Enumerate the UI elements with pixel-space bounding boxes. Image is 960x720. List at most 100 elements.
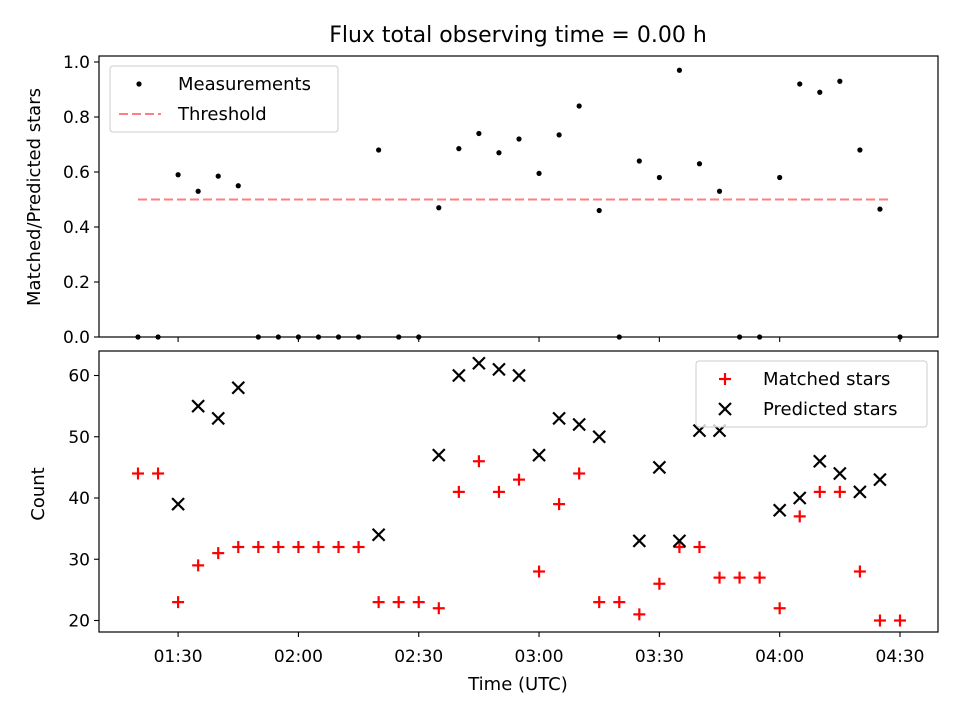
- legend-matched-marker: [719, 373, 731, 385]
- predicted-star-point: [552, 411, 566, 426]
- bottom-y-axis-label: Count: [28, 467, 49, 520]
- measurement-point: [536, 170, 542, 176]
- matched-star-point: [272, 541, 285, 553]
- bottom-y-tick-label: 20: [68, 612, 90, 632]
- bottom-legend: Matched stars Predicted stars: [695, 360, 928, 428]
- predicted-star-point: [171, 497, 185, 511]
- top-y-tick-label: 0.2: [63, 273, 90, 293]
- bottom-y-tick-label: 60: [68, 367, 90, 387]
- top-y-axis-label: Matched/Predicted stars: [24, 88, 45, 306]
- matched-star-point: [432, 602, 445, 615]
- measurement-point: [376, 147, 382, 153]
- matched-star-point: [372, 596, 385, 609]
- matched-star-point: [773, 602, 786, 615]
- predicted-star-point: [813, 454, 827, 469]
- matched-star-point: [132, 467, 144, 480]
- matched-star-point: [753, 571, 766, 584]
- legend-predicted-label: Predicted stars: [763, 399, 897, 420]
- measurement-point: [235, 183, 241, 189]
- bottom-y-tick-label: 50: [68, 428, 90, 448]
- bottom-panel: 20 30 40 50 60 01:30 02:00 02:30 03:00 03:30 04:00…: [68, 350, 939, 667]
- bottom-axes-frame: [98, 350, 939, 633]
- measurement-point: [837, 78, 843, 84]
- matched-star-point: [212, 547, 225, 560]
- measurement-point: [576, 103, 582, 109]
- predicted-star-point: [191, 399, 205, 413]
- matched-star-point: [192, 559, 205, 572]
- matched-star-point: [673, 541, 686, 553]
- measurement-point: [656, 174, 662, 181]
- predicted-star-point: [652, 460, 667, 475]
- measurement-point: [195, 188, 201, 194]
- measurement-point: [676, 67, 683, 73]
- top-y-tick-label: 0.8: [63, 108, 90, 128]
- matched-star-point: [553, 498, 566, 511]
- matched-star-point: [252, 541, 265, 553]
- matched-star-point: [232, 541, 245, 553]
- matched-star-point: [733, 571, 746, 584]
- matched-star-point: [653, 577, 666, 590]
- legend-measurements-marker: [136, 81, 142, 87]
- matched-star-point: [693, 541, 706, 553]
- top-chart-title: Flux total observing time = 0.00 h: [329, 23, 707, 48]
- bottom-x-tick-label: 03:00: [515, 647, 564, 667]
- predicted-star-point: [672, 534, 687, 548]
- top-panel: 0.0 0.2 0.4 0.6 0.8 1.0: [63, 53, 939, 348]
- measurement-point: [476, 130, 482, 137]
- bottom-x-tick-label: 03:30: [635, 647, 684, 667]
- predicted-star-point: [792, 491, 807, 505]
- top-axes-frame: [98, 55, 939, 338]
- legend-threshold-label: Threshold: [177, 104, 267, 125]
- matched-star-point: [873, 614, 886, 627]
- matched-star-point: [633, 608, 646, 621]
- top-y-tick-label: 0.6: [63, 163, 90, 183]
- predicted-star-point: [632, 534, 647, 548]
- predicted-star-point: [231, 380, 246, 395]
- bottom-y-tick-label: 40: [68, 489, 90, 509]
- top-y-tick-label: 1.0: [63, 53, 90, 73]
- bottom-x-tick-label: 01:30: [154, 647, 203, 667]
- matched-star-point: [492, 485, 505, 498]
- measurement-point: [596, 207, 602, 214]
- matched-star-point: [472, 455, 485, 468]
- matched-star-point: [533, 565, 546, 578]
- predicted-star-point: [211, 411, 225, 426]
- matched-star-point: [332, 541, 345, 553]
- bottom-x-tick-label: 04:30: [876, 647, 925, 667]
- legend-matched-label: Matched stars: [763, 369, 890, 390]
- bottom-x-tick-label: 04:00: [755, 647, 804, 667]
- predicted-star-point: [452, 368, 466, 383]
- matched-star-point: [312, 541, 325, 553]
- predicted-star-point: [492, 362, 506, 377]
- matched-star-point: [793, 510, 806, 523]
- top-y-tick-label: 0.0: [63, 328, 90, 348]
- bottom-x-tick-label: 02:30: [394, 647, 443, 667]
- measurement-point: [857, 147, 863, 153]
- predicted-star-point: [472, 356, 486, 371]
- legend-predicted-marker: [718, 402, 732, 416]
- bottom-y-tick-label: 30: [68, 550, 90, 570]
- matched-star-point: [713, 571, 726, 584]
- matched-star-point: [613, 596, 626, 609]
- predicted-star-point: [371, 527, 386, 542]
- matched-star-point: [813, 485, 826, 498]
- measurement-point: [496, 150, 502, 156]
- matched-star-point: [352, 541, 365, 553]
- matched-star-point: [894, 614, 906, 627]
- top-legend-frame: [109, 65, 339, 133]
- matched-star-point: [853, 565, 866, 578]
- measurement-point: [175, 172, 181, 178]
- measurement-point: [877, 206, 883, 212]
- predicted-star-point: [432, 448, 446, 462]
- matched-star-point: [833, 485, 846, 498]
- top-legend: Measurements Threshold: [109, 65, 339, 133]
- predicted-star-point: [512, 368, 526, 383]
- measurement-point: [456, 146, 462, 152]
- matched-star-point: [593, 596, 606, 609]
- measurement-point: [696, 161, 703, 167]
- measurement-point: [516, 136, 522, 142]
- measurement-point: [436, 205, 442, 211]
- matched-star-point: [172, 596, 185, 609]
- measurement-point: [636, 158, 642, 164]
